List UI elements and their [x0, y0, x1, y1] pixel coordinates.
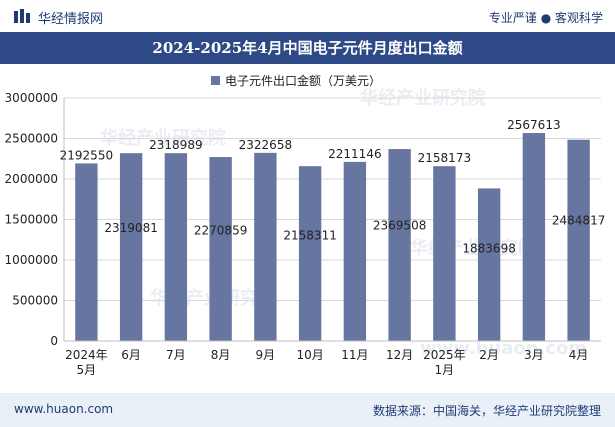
- y-tick-label: 1000000: [5, 253, 58, 267]
- x-tick-label: 8月: [211, 348, 231, 362]
- legend-swatch: [211, 76, 220, 85]
- footer-site: www.huaon.com: [14, 402, 114, 416]
- data-label-8: 2158173: [418, 151, 471, 165]
- bar-1: [119, 153, 143, 341]
- y-tick-label: 500000: [12, 294, 58, 308]
- x-tick-label: 10月: [296, 348, 323, 362]
- data-label-2: 2318989: [149, 138, 202, 152]
- top-bar: 华经情报网 专业严谨 ● 客观科学: [0, 0, 615, 32]
- y-tick-label: 0: [50, 334, 58, 348]
- data-label-6: 2211146: [328, 147, 381, 161]
- x-tick-label: 1月: [435, 363, 455, 377]
- data-label-0: 2192550: [60, 148, 113, 162]
- bar-10: [522, 133, 546, 341]
- data-label-10: 2567613: [507, 118, 560, 132]
- footer-source: 数据来源：中国海关，华经产业研究院整理: [372, 404, 601, 418]
- bar-5: [298, 166, 322, 341]
- x-tick-label: 4月: [569, 348, 589, 362]
- x-tick-label: 2025年: [423, 348, 466, 362]
- bar-8: [433, 166, 456, 341]
- data-label-1: 2319081: [104, 221, 157, 235]
- x-tick-label: 5月: [77, 363, 97, 377]
- tagline: 专业严谨 ● 客观科学: [488, 11, 603, 25]
- bar-9: [477, 188, 501, 341]
- bar-3: [209, 157, 232, 341]
- y-tick-label: 2000000: [5, 172, 58, 186]
- footer: www.huaon.com 数据来源：中国海关，华经产业研究院整理: [0, 393, 615, 427]
- x-tick-label: 12月: [386, 348, 413, 362]
- y-tick-label: 1500000: [5, 213, 58, 227]
- y-tick-label: 3000000: [5, 91, 58, 105]
- bar-4: [254, 152, 277, 341]
- bar-chart: 华经产业研究院华经产业研究院华经产业研究院华经产业研究院www.huaon.co…: [5, 73, 606, 377]
- data-labels: 2192550 2319081 2318989 2270859 2322658 21583…: [60, 118, 606, 255]
- data-label-5: 2158311: [283, 229, 336, 243]
- bar-0: [75, 163, 98, 341]
- bar-7: [388, 149, 411, 341]
- bar-6: [343, 161, 367, 341]
- logo-icon: [14, 9, 30, 23]
- x-tick-label: 6月: [121, 348, 141, 362]
- watermark-url: www.huaon.com: [420, 338, 587, 359]
- bar-2: [164, 153, 188, 341]
- x-tick-label: 7月: [166, 348, 186, 362]
- brand-name: 华经情报网: [38, 12, 104, 27]
- bar-11: [567, 139, 590, 341]
- data-label-3: 2270859: [194, 223, 247, 237]
- data-label-7: 2369508: [373, 219, 426, 233]
- y-tick-label: 2500000: [5, 132, 58, 146]
- data-label-4: 2322658: [239, 138, 292, 152]
- legend: 电子元件出口金额（万美元）: [211, 73, 381, 88]
- data-label-9: 1883698: [462, 242, 515, 256]
- x-tick-label: 9月: [256, 348, 276, 362]
- x-tick-label: 11月: [341, 348, 368, 362]
- y-axis: 0 500000 1000000 1500000 2000000 2500000 30000…: [5, 91, 65, 348]
- x-tick-label: 2024年: [65, 348, 108, 362]
- chart-title: 2024-2025年4月中国电子元件月度出口金额: [0, 32, 615, 64]
- legend-label: 电子元件出口金额（万美元）: [225, 73, 381, 88]
- bars: [75, 133, 590, 341]
- data-label-11: 2484817: [552, 213, 605, 227]
- x-tick-label: 3月: [524, 348, 544, 362]
- x-tick-label: 2月: [479, 348, 499, 362]
